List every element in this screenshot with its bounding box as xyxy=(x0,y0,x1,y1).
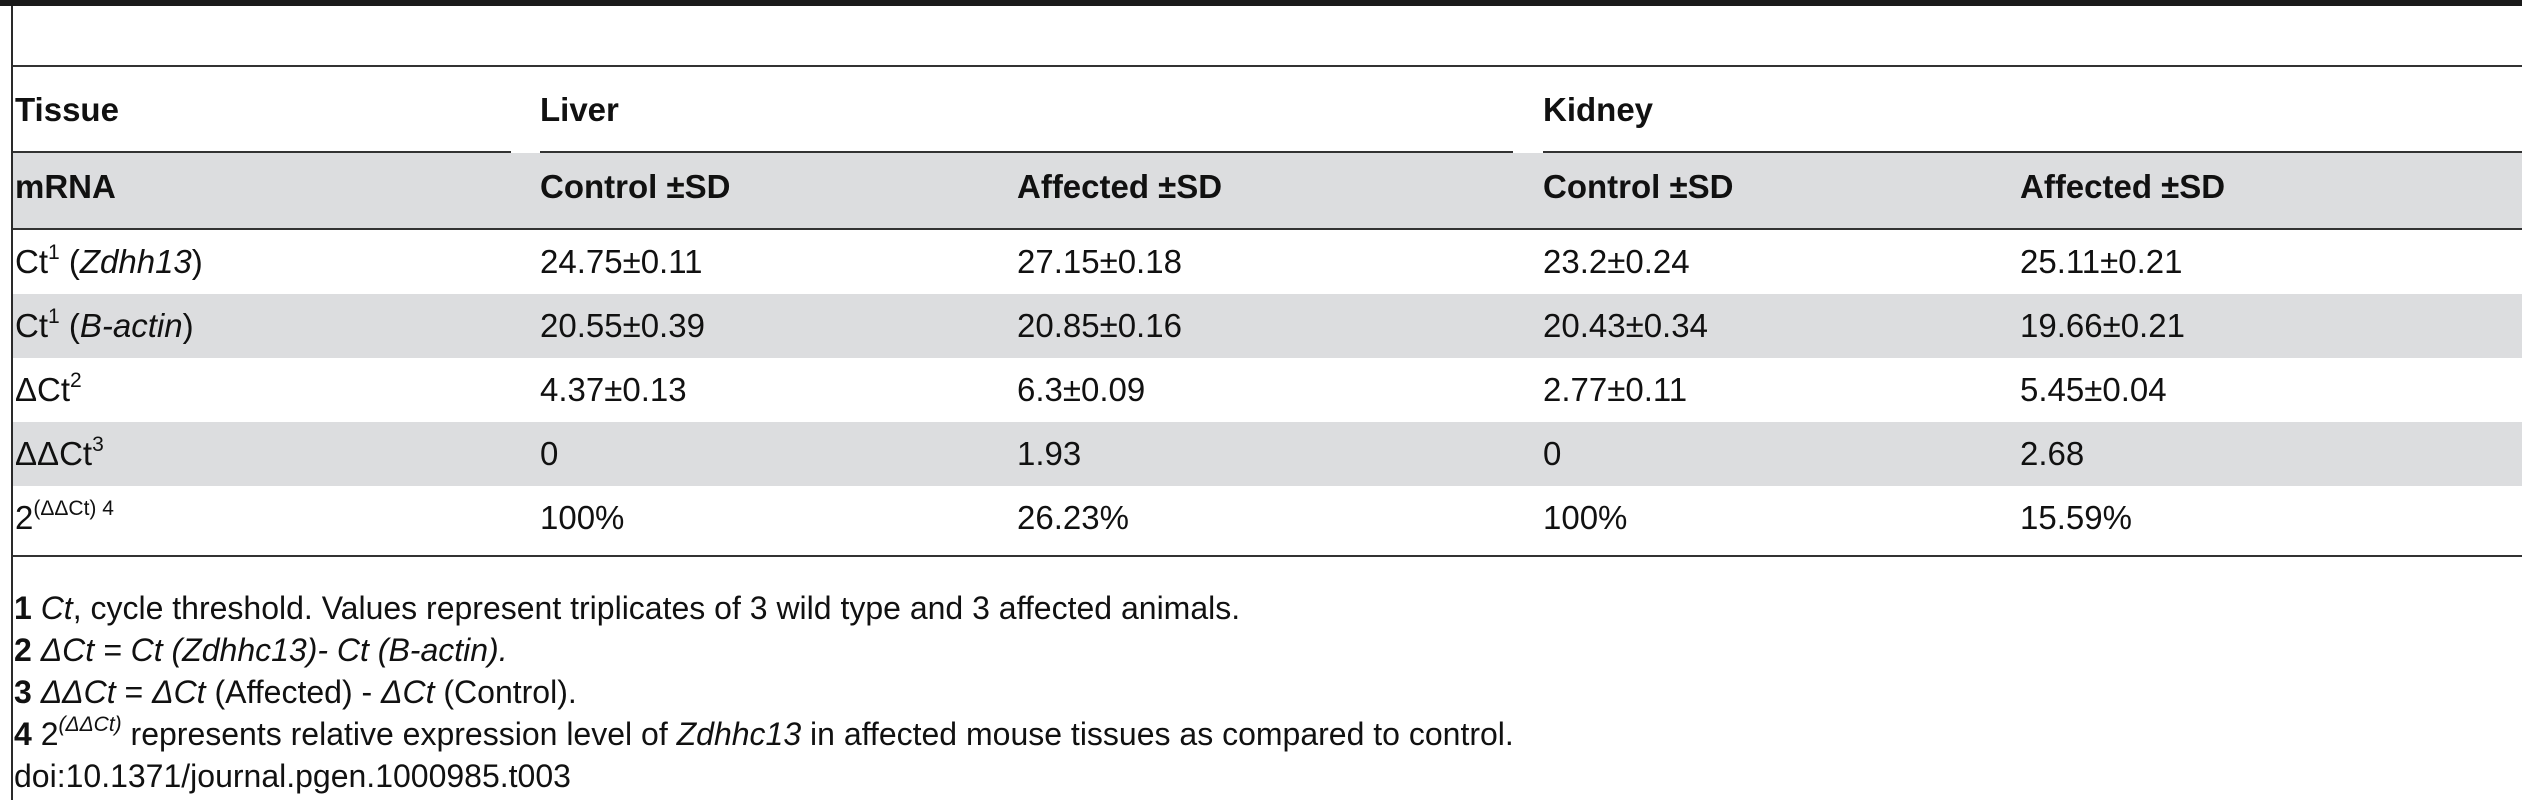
kidney-control-header: Control ±SD xyxy=(1543,168,1734,205)
kidney-affected-header: Affected ±SD xyxy=(2020,168,2226,205)
header-band xyxy=(13,153,2522,230)
tissue-header: Tissue xyxy=(15,91,119,128)
row-label-ct-zdhh13: Ct1 (Zdhh13) xyxy=(15,241,203,280)
table-cell: 0 xyxy=(1543,435,1562,472)
table-top-rule xyxy=(13,65,2522,67)
top-border xyxy=(0,0,2522,6)
table-cell: 23.2±0.24 xyxy=(1543,243,1690,280)
table-cell: 4.37±0.13 xyxy=(540,371,687,408)
left-border xyxy=(11,6,13,800)
footnote-4: 4 2(ΔΔCt) represents relative expression… xyxy=(14,713,1514,752)
table-cell: 100% xyxy=(540,499,625,536)
liver-header: Liver xyxy=(540,91,619,128)
table-cell: 0 xyxy=(540,435,559,472)
row-label-delta-ct: ΔCt2 xyxy=(15,369,82,408)
table-cell: 100% xyxy=(1543,499,1628,536)
row-label-delta-delta-ct: ΔΔCt3 xyxy=(15,433,104,472)
table-cell: 5.45±0.04 xyxy=(2020,371,2167,408)
tissue-group-rule xyxy=(13,151,511,154)
table-bottom-rule xyxy=(13,555,2522,557)
footnote-3: 3 ΔΔCt = ΔCt (Affected) - ΔCt (Control). xyxy=(14,674,577,710)
kidney-header: Kidney xyxy=(1543,91,1654,128)
table-cell: 25.11±0.21 xyxy=(2020,243,2183,280)
table-cell: 26.23% xyxy=(1017,499,1129,536)
table-cell: 19.66±0.21 xyxy=(2020,307,2185,344)
kidney-group-rule xyxy=(1543,151,2522,154)
row-band-2 xyxy=(13,294,2522,358)
row-label-relative-expression: 2(ΔΔCt) 4 xyxy=(15,497,114,536)
row-label-ct-bactin: Ct1 (B-actin) xyxy=(15,305,194,344)
mrna-header: mRNA xyxy=(15,168,116,205)
header-bottom-rule xyxy=(13,228,2522,230)
table-cell: 20.55±0.39 xyxy=(540,307,705,344)
footnote-2: 2 ΔCt = Ct (Zdhhc13)- Ct (B-actin). xyxy=(14,632,508,668)
liver-group-rule xyxy=(540,151,1513,154)
footnote-1: 1 Ct, cycle threshold. Values represent … xyxy=(14,590,1241,626)
table-cell: 27.15±0.18 xyxy=(1017,243,1182,280)
table-cell: 1.93 xyxy=(1017,435,1082,472)
table-cell: 2.77±0.11 xyxy=(1543,371,1688,408)
table-cell: 15.59% xyxy=(2020,499,2132,536)
table-cell: 6.3±0.09 xyxy=(1017,371,1146,408)
row-band-4 xyxy=(13,422,2522,486)
table-cell: 24.75±0.11 xyxy=(540,243,703,280)
table-cell: 2.68 xyxy=(2020,435,2085,472)
table-cell: 20.43±0.34 xyxy=(1543,307,1708,344)
liver-affected-header: Affected ±SD xyxy=(1017,168,1223,205)
table-cell: 20.85±0.16 xyxy=(1017,307,1182,344)
liver-control-header: Control ±SD xyxy=(540,168,731,205)
doi-text: doi:10.1371/journal.pgen.1000985.t003 xyxy=(14,758,571,794)
